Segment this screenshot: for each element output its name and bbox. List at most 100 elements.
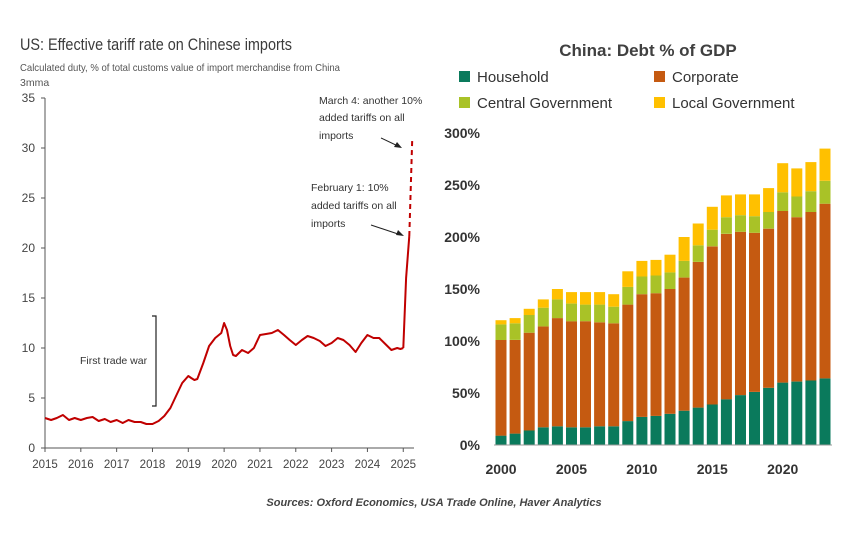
- left-x-tick-label: 2018: [140, 459, 166, 471]
- legend-swatch-central-government: [459, 97, 470, 108]
- left-chart-subtitle: Calculated duty, % of total customs valu…: [20, 62, 340, 74]
- legend-label-central-government: Central Government: [477, 95, 613, 112]
- bar-segment-corporate-2001: [509, 340, 521, 434]
- bar-segment-household-2005: [566, 427, 577, 445]
- bar-segment-central-government-2008: [608, 306, 620, 324]
- bar-segment-household-2017: [735, 395, 746, 445]
- bar-segment-local-government-2015: [706, 206, 718, 230]
- bar-segment-central-government-2023: [819, 180, 831, 204]
- left-y-tick-label: 20: [22, 241, 36, 255]
- bar-segment-central-government-2022: [805, 191, 817, 212]
- legend: Household Corporate Central Government Loca…: [459, 69, 795, 112]
- bar-segment-central-government-2018: [749, 216, 760, 233]
- debt-stacked-bar-chart: China: Debt % of GDP Household Corporate C…: [444, 41, 832, 477]
- bar-segment-central-government-2011: [650, 275, 662, 294]
- bar-segment-household-2000: [495, 435, 507, 445]
- bar-segment-corporate-2017: [735, 231, 746, 396]
- bar-segment-local-government-2021: [791, 168, 803, 197]
- bar-segment-household-2023: [819, 378, 831, 445]
- left-y-tick-label: 15: [22, 291, 36, 305]
- bar-segment-central-government-2003: [537, 307, 549, 327]
- bar-segment-local-government-2018: [749, 194, 760, 217]
- bar-segment-household-2001: [509, 433, 521, 445]
- left-chart-unit-note: 3mma: [20, 77, 49, 89]
- left-chart-title: US: Effective tariff rate on Chinese imp…: [20, 35, 292, 54]
- bar-segment-central-government-2010: [636, 276, 648, 295]
- left-x-tick-label: 2024: [355, 459, 381, 471]
- left-x-tick-label: 2020: [211, 459, 237, 471]
- bar-segment-household-2010: [636, 416, 648, 445]
- legend-label-local-government: Local Government: [672, 95, 795, 112]
- bar-segment-household-2022: [805, 380, 817, 445]
- bar-segment-household-2004: [551, 426, 563, 445]
- legend-label-household: Household: [477, 69, 549, 86]
- bar-segment-household-2021: [791, 381, 803, 445]
- bar-segment-household-2016: [720, 399, 732, 445]
- annotation-february-1: February 1: 10% added tariffs on all imp…: [311, 182, 400, 230]
- source-note: Sources: Oxford Economics, USA Trade Onl…: [266, 497, 602, 509]
- bar-segment-central-government-2007: [594, 304, 606, 323]
- bar-segment-corporate-2011: [650, 293, 662, 416]
- bar-segment-local-government-2017: [735, 194, 746, 216]
- right-y-tick-label: 0%: [460, 437, 481, 453]
- bar-segment-central-government-2014: [692, 245, 704, 262]
- bar-segment-central-government-2019: [763, 212, 775, 229]
- bar-segment-central-government-2004: [551, 299, 563, 319]
- bar-segment-household-2018: [749, 392, 760, 445]
- left-y-tick-label: 0: [28, 441, 35, 455]
- bar-segment-local-government-2010: [636, 260, 648, 277]
- annotation-first-trade-war: First trade war: [80, 355, 148, 367]
- annotation-march-4-arrowhead: [394, 142, 402, 148]
- bar-segment-corporate-2022: [805, 212, 817, 381]
- annotation-february-1-arrow: [370, 224, 402, 236]
- bar-segment-corporate-2015: [706, 246, 718, 405]
- left-y-tick-label: 5: [28, 391, 35, 405]
- bar-segment-central-government-2012: [664, 272, 676, 289]
- bar-segment-corporate-2008: [608, 323, 620, 427]
- bar-segment-central-government-2001: [509, 323, 521, 340]
- bar-segment-corporate-2003: [537, 326, 549, 428]
- bar-segment-household-2014: [692, 407, 704, 445]
- bar-segment-corporate-2013: [678, 277, 690, 411]
- tariff-line-chart: US: Effective tariff rate on Chinese imp…: [20, 35, 425, 471]
- bar-segment-corporate-2006: [580, 321, 591, 428]
- right-y-tick-label: 300%: [444, 125, 480, 141]
- right-x-tick-label: 2020: [767, 461, 798, 477]
- bar-segment-household-2008: [608, 426, 620, 445]
- bar-segment-household-2011: [650, 415, 662, 445]
- bar-segment-corporate-2009: [622, 304, 634, 422]
- bar-segment-corporate-2018: [749, 232, 760, 392]
- left-y-tick-label: 35: [22, 91, 36, 105]
- bar-segment-corporate-2021: [791, 217, 803, 382]
- bar-segment-corporate-2002: [523, 332, 535, 431]
- right-y-tick-label: 250%: [444, 177, 480, 193]
- tariff-line-segment-2: [402, 235, 411, 349]
- left-x-tick-label: 2022: [283, 459, 309, 471]
- bar-segment-local-government-2020: [777, 163, 789, 193]
- left-x-tick-label: 2016: [68, 459, 94, 471]
- bar-segment-household-2003: [537, 427, 549, 445]
- annotation-february-1-arrowhead: [396, 230, 404, 236]
- tariff-line-segment-1: [44, 322, 404, 425]
- bar-segment-central-government-2020: [777, 192, 789, 211]
- bar-segment-local-government-2003: [537, 299, 549, 308]
- bar-segment-central-government-2002: [523, 315, 535, 333]
- bar-segment-local-government-2005: [566, 292, 577, 304]
- bar-segment-corporate-2000: [495, 340, 507, 436]
- right-x-tick-label: 2010: [626, 461, 657, 477]
- bar-segment-household-2012: [664, 413, 676, 445]
- bar-segment-household-2020: [777, 382, 789, 445]
- left-x-tick-label: 2015: [32, 459, 58, 471]
- bar-segment-local-government-2007: [594, 292, 606, 305]
- annotation-march-4: March 4: another 10% added tariffs on al…: [319, 95, 425, 142]
- left-y-tick-label: 30: [22, 141, 36, 155]
- bar-segment-local-government-2000: [495, 320, 507, 325]
- bar-segment-corporate-2012: [664, 289, 676, 414]
- bar-segment-household-2006: [580, 427, 591, 445]
- left-y-tick-label: 10: [22, 341, 36, 355]
- bar-segment-central-government-2016: [720, 217, 732, 234]
- bar-segment-household-2019: [763, 387, 775, 445]
- left-x-tick-label: 2021: [247, 459, 273, 471]
- tariff-line-segment-3: [408, 139, 414, 237]
- bar-segment-local-government-2004: [551, 289, 563, 300]
